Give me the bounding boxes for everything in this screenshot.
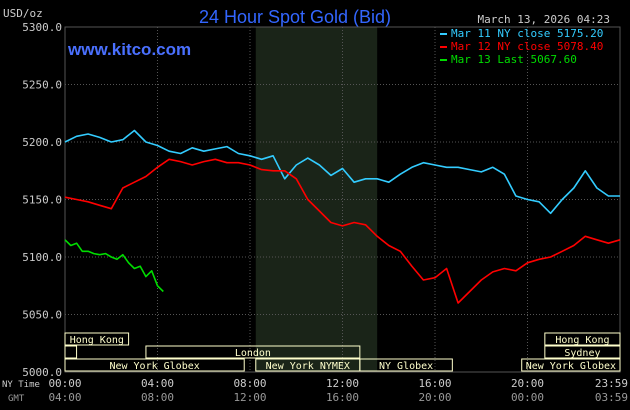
y-tick-label: 5250.0 (22, 79, 62, 92)
nymex-shade-rect (255, 27, 378, 372)
session-box (145, 345, 361, 359)
nymex-session-shade (255, 27, 378, 372)
x-tick-label-gmt: 00:00 (511, 391, 544, 404)
y-tick-label: 5200.0 (22, 136, 62, 149)
x-tick-label-ny: 23:59 (595, 377, 628, 390)
x-tick-label-gmt: 03:59 (595, 391, 628, 404)
market-sessions: Hong Kong Hong Kong London Sydney New York G… (64, 332, 621, 372)
gmt-label: GMT (8, 394, 25, 404)
x-tick-label-ny: 16:00 (418, 377, 451, 390)
price-series (64, 129, 621, 304)
y-tick-label: 5100.0 (22, 251, 62, 264)
series-line (64, 129, 620, 215)
legend-entry: Mar 13 Last 5067.60 (451, 53, 577, 66)
x-tick-label-gmt: 20:00 (418, 391, 451, 404)
session-label: New York Globex (526, 361, 616, 372)
session-box (64, 345, 78, 359)
series-line (64, 239, 164, 293)
y-tick-label: 5050.0 (22, 309, 62, 322)
x-tick-label-gmt: 16:00 (326, 391, 359, 404)
x-tick-label-gmt: 12:00 (233, 391, 266, 404)
chart-title: 24 Hour Spot Gold (Bid) (199, 7, 391, 27)
x-tick-label-ny: 04:00 (141, 377, 174, 390)
session-box (544, 332, 621, 346)
session-box (521, 358, 621, 372)
session-label: Hong Kong (70, 335, 124, 346)
session-box (544, 345, 621, 359)
session-label: New York Globex (109, 361, 199, 372)
x-tick-label-gmt: 04:00 (48, 391, 81, 404)
session-box (64, 332, 130, 346)
session-label: Sydney (564, 348, 600, 359)
x-axis-ticks: 00:0004:0004:0008:0008:0012:0012:0016:00… (48, 377, 628, 404)
session-box (64, 358, 245, 372)
x-tick-label-ny: 20:00 (511, 377, 544, 390)
y-tick-label: 5150.0 (22, 194, 62, 207)
y-tick-label: 5300.0 (22, 21, 62, 34)
x-tick-label-ny: 00:00 (48, 377, 81, 390)
session-label: London (235, 348, 271, 359)
legend-entry: Mar 11 NY close 5175.20 (451, 27, 603, 40)
y-axis-ticks: 5000.0 5050.0 5100.0 5150.0 5200.0 5250.0 5300… (22, 21, 62, 379)
x-tick-label-gmt: 08:00 (141, 391, 174, 404)
watermark-url: www.kitco.com (67, 40, 191, 59)
session-label: New York NYMEX (266, 361, 350, 372)
unit-label: USD/oz (3, 7, 43, 20)
session-label: Hong Kong (555, 335, 609, 346)
x-tick-label-ny: 08:00 (233, 377, 266, 390)
series-line (64, 158, 621, 304)
legend-entry: Mar 12 NY close 5078.40 (451, 40, 603, 53)
timestamp: March 13, 2026 04:23 (478, 13, 610, 26)
session-label: NY Globex (379, 361, 433, 372)
ny-time-label: NY Time (2, 380, 40, 390)
y-tick-label: 5000.0 (22, 366, 62, 379)
session-box (359, 358, 453, 372)
x-tick-label-ny: 12:00 (326, 377, 359, 390)
